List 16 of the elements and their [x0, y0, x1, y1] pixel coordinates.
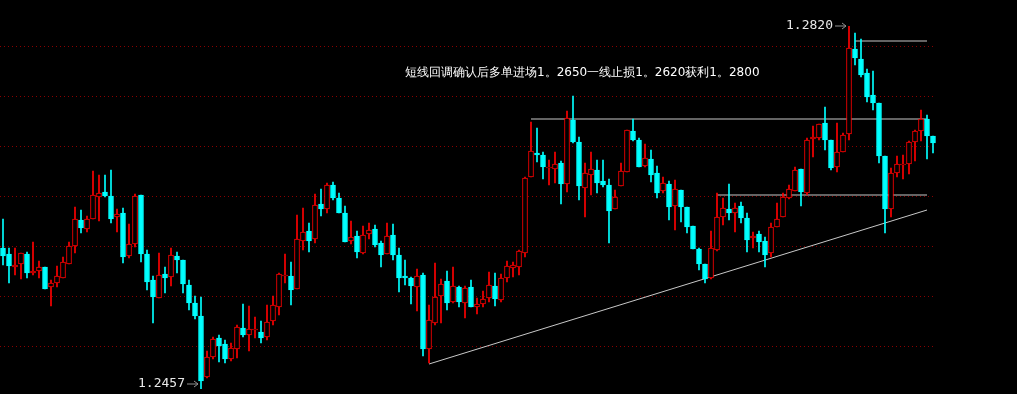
candlestick: [732, 202, 738, 233]
candlestick: [318, 188, 324, 217]
candlestick: [546, 159, 552, 186]
candlestick: [552, 151, 558, 184]
candlestick: [0, 218, 6, 266]
candlestick: [301, 207, 305, 251]
candlestick: [240, 303, 246, 338]
candlestick: [252, 316, 258, 339]
candlestick: [282, 253, 288, 284]
candlestick: [900, 154, 906, 180]
candlestick: [246, 305, 252, 352]
annotation: 1.2457: [138, 375, 185, 391]
candlestick: [588, 151, 594, 196]
annotation: 短线回调确认后多单进场1。2650一线止损1。2620获利1。2800: [405, 65, 760, 80]
candlestick: [870, 70, 876, 111]
annotation: 1.2820: [786, 17, 833, 33]
